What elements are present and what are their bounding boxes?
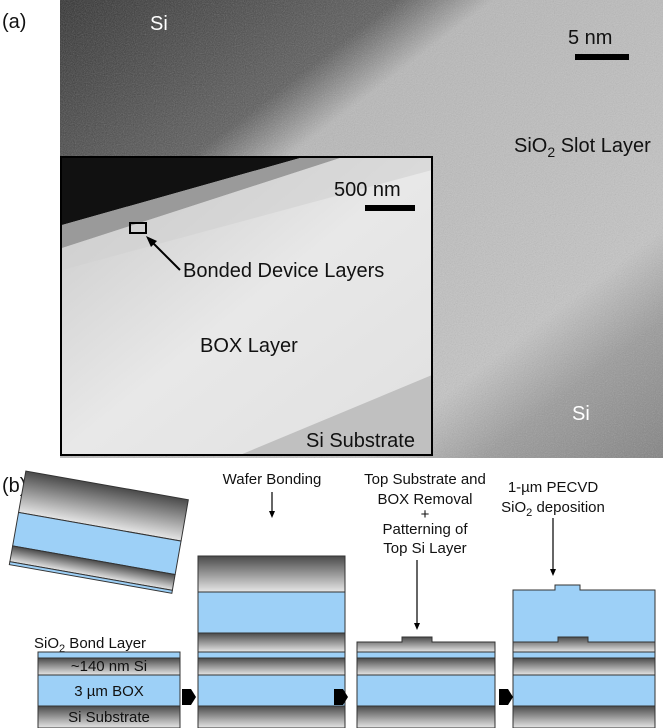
label-box: BOX Layer [200, 335, 298, 357]
panel-a: (a) Si 5 nm SiO2 Slot Layer Si 500 nm Bo… [2, 0, 663, 458]
top-si [198, 633, 345, 652]
step-pecvd: SiO2 deposition [501, 499, 605, 519]
patterned-si [357, 637, 495, 652]
bond-oxide [198, 652, 345, 658]
top-box [198, 592, 345, 633]
inset: 500 nm Bonded Device Layers BOX Layer Si… [61, 157, 432, 455]
inset-scale-bar [365, 205, 415, 211]
label-si: ~140 nm Si [71, 658, 147, 675]
label-bonded: Bonded Device Layers [183, 260, 384, 282]
label-slot: SiO2 Slot Layer [514, 135, 651, 160]
step-removal: Top Substrate and [364, 471, 486, 488]
figure: (a) Si 5 nm SiO2 Slot Layer Si 500 nm Bo… [0, 0, 663, 728]
arrow-head [414, 623, 420, 630]
process-arrow [334, 689, 348, 705]
box-layer [357, 675, 495, 706]
step-removal: Patterning of [382, 521, 468, 538]
tilted-wafer [9, 471, 188, 593]
step-bonding: Wafer Bonding [223, 471, 322, 488]
process-arrow [499, 689, 513, 705]
label-substrate: Si Substrate [68, 709, 150, 726]
si-substrate [198, 706, 345, 728]
arrow-head [550, 569, 556, 576]
inset-scale-label: 500 nm [334, 179, 401, 201]
device-si [198, 658, 345, 675]
pecvd-oxide [513, 585, 655, 642]
panel-label: (a) [2, 11, 26, 33]
device-si [513, 658, 655, 675]
bond-oxide [357, 652, 495, 658]
box-layer [513, 675, 655, 706]
arrow-head [269, 511, 275, 518]
scale-label: 5 nm [568, 27, 612, 49]
label-si-top: Si [150, 13, 168, 35]
scale-bar [575, 54, 629, 60]
step-removal: Top Si Layer [383, 540, 466, 557]
label-box: 3 µm BOX [74, 683, 144, 700]
si-substrate [357, 706, 495, 728]
step-pecvd: 1-µm PECVD [508, 479, 598, 496]
device-si [357, 658, 495, 675]
label-substrate: Si Substrate [306, 430, 415, 452]
si-substrate [513, 706, 655, 728]
panel-b: (b) SiO2 Bond Layer Wafer Bonding 1-µm P… [2, 471, 655, 728]
process-arrow [182, 689, 196, 705]
label-si-bottom: Si [572, 403, 590, 425]
box-layer [198, 675, 345, 706]
top-substrate [198, 556, 345, 592]
bond-oxide [513, 652, 655, 658]
